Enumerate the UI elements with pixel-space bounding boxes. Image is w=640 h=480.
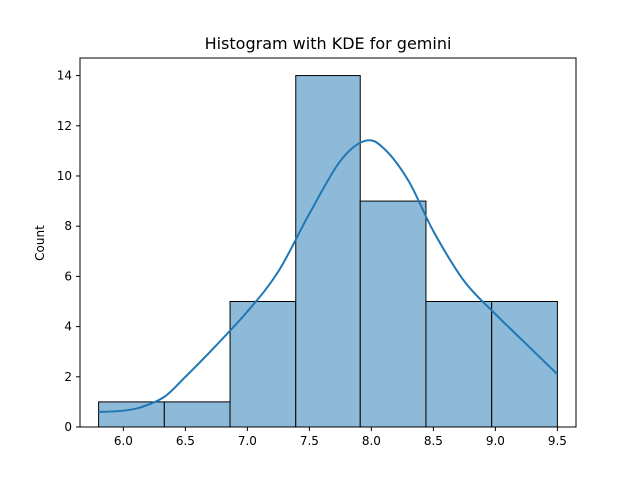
histogram-bar-2 xyxy=(163,401,231,428)
y-tick-label: 12 xyxy=(57,119,72,133)
y-tick-label: 2 xyxy=(64,370,72,384)
y-tick-label: 6 xyxy=(64,269,72,283)
histogram-bar-6 xyxy=(425,300,493,428)
histogram-bar-5 xyxy=(359,200,427,428)
x-tick-label: 9.5 xyxy=(548,434,567,448)
x-tick-label: 6.5 xyxy=(176,434,195,448)
x-tick-label: 6.0 xyxy=(114,434,133,448)
x-tick-label: 8.5 xyxy=(424,434,443,448)
y-tick-label: 8 xyxy=(64,219,72,233)
y-tick-label: 14 xyxy=(57,69,72,83)
kde-curve xyxy=(98,139,559,413)
x-tick-label: 7.5 xyxy=(300,434,319,448)
y-axis-ticks: 0 2 4 6 8 10 12 14 xyxy=(57,69,80,434)
y-tick-label: 10 xyxy=(57,169,72,183)
histogram-bar-1 xyxy=(98,401,165,428)
histogram-bar-3 xyxy=(229,300,297,428)
histogram-bar-4 xyxy=(295,75,361,428)
y-tick-label: 4 xyxy=(64,320,72,334)
plot-area-frame xyxy=(79,57,577,428)
x-axis-ticks: 6.0 6.5 7.0 7.5 8.0 8.5 9.0 9.5 xyxy=(114,427,567,448)
y-tick-label: 0 xyxy=(64,420,72,434)
histogram-bars xyxy=(98,75,558,428)
chart-title: Histogram with KDE for gemini xyxy=(205,34,452,53)
x-tick-label: 9.0 xyxy=(486,434,505,448)
x-tick-label: 8.0 xyxy=(362,434,381,448)
y-axis-label: Count xyxy=(33,225,47,261)
x-tick-label: 7.0 xyxy=(238,434,257,448)
